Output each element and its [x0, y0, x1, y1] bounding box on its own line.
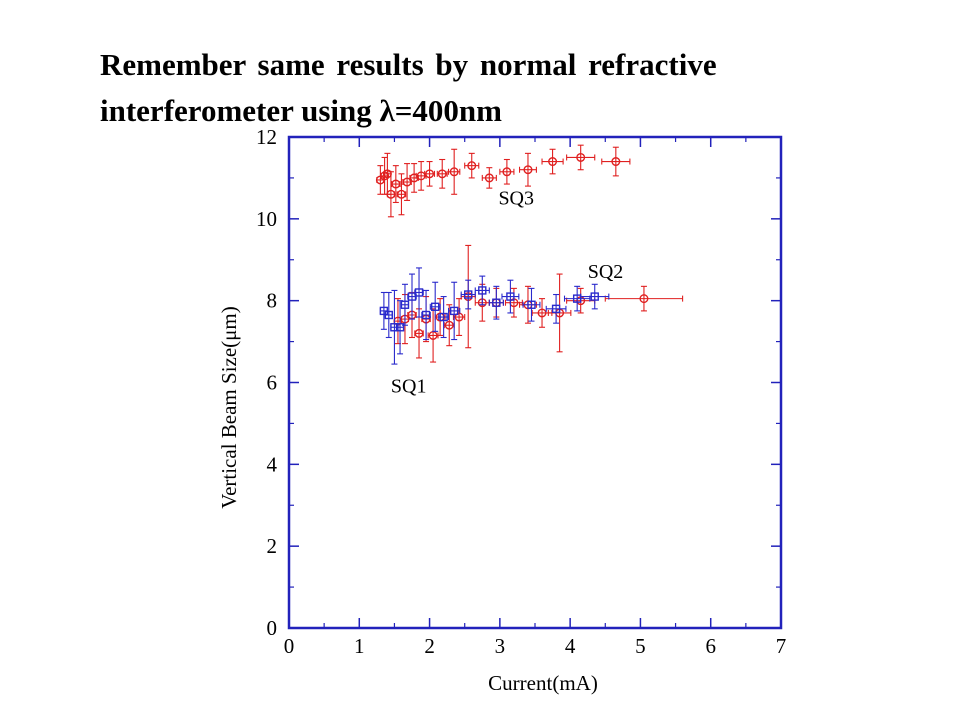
- data-point: [576, 152, 586, 162]
- data-point: [478, 286, 487, 295]
- slide-title-line2: interferometer using λ=400nm: [100, 93, 502, 128]
- data-point: [430, 302, 440, 312]
- axis-ticks: [288, 136, 782, 629]
- y-tick-label: 4: [267, 452, 278, 476]
- y-tick-label: 8: [267, 289, 278, 313]
- x-tick-label: 2: [424, 634, 435, 658]
- data-point: [590, 292, 599, 301]
- data-point: [537, 308, 547, 318]
- data-point: [437, 169, 447, 179]
- data-point: [484, 173, 494, 183]
- y-tick-label: 12: [256, 125, 277, 149]
- data-point: [502, 167, 512, 177]
- data-point: [523, 165, 533, 175]
- x-tick-label: 0: [284, 634, 295, 658]
- data-point: [396, 189, 406, 199]
- data-point: [384, 310, 394, 320]
- data-point: [400, 300, 410, 309]
- x-tick-label: 3: [495, 634, 506, 658]
- data-point: [464, 290, 473, 299]
- data-point: [444, 320, 454, 330]
- data-point: [421, 310, 431, 320]
- data-point: [391, 179, 401, 189]
- data-point: [467, 161, 477, 171]
- plot-frame: [287, 135, 783, 630]
- x-tick-label: 4: [565, 634, 576, 658]
- data-point: [492, 298, 501, 307]
- x-tick-label: 6: [705, 634, 716, 658]
- data-point: [395, 323, 405, 332]
- data-point: [639, 294, 649, 304]
- annotation-sq1: SQ1: [391, 376, 427, 398]
- y-tick-label: 0: [267, 616, 278, 640]
- data-point: [402, 177, 412, 187]
- y-tick-label: 6: [267, 371, 278, 395]
- annotation-sq3: SQ3: [498, 188, 534, 210]
- annotation-sq2: SQ2: [588, 261, 624, 283]
- data-point: [551, 304, 561, 314]
- series-2: [379, 267, 610, 365]
- data-point: [449, 167, 459, 177]
- data-point: [414, 288, 424, 297]
- data-point: [439, 312, 448, 322]
- slide-title-line1: Remember same results by normal refracti…: [100, 47, 717, 82]
- data-point: [414, 328, 424, 338]
- data-point: [611, 157, 621, 167]
- x-tick-label: 1: [354, 634, 365, 658]
- data-point: [449, 306, 459, 316]
- x-tick-label: 7: [776, 634, 787, 658]
- slide-title: Remember same results by normal refracti…: [100, 42, 860, 134]
- data-point: [386, 189, 396, 199]
- data-marks: [375, 144, 684, 365]
- data-point: [548, 157, 558, 167]
- series-annotations: SQ3 SQ2 SQ1: [391, 188, 623, 398]
- series-0: [375, 144, 631, 218]
- data-point: [454, 312, 464, 322]
- data-point: [425, 169, 435, 179]
- data-point: [527, 300, 536, 309]
- y-axis-label: Vertical Beam Size(μm): [217, 306, 241, 509]
- y-tick-label: 10: [256, 207, 277, 231]
- data-point: [506, 292, 515, 301]
- x-tick-label: 5: [635, 634, 646, 658]
- y-tick-label: 2: [267, 534, 278, 558]
- x-axis-label: Current(mA): [488, 671, 598, 695]
